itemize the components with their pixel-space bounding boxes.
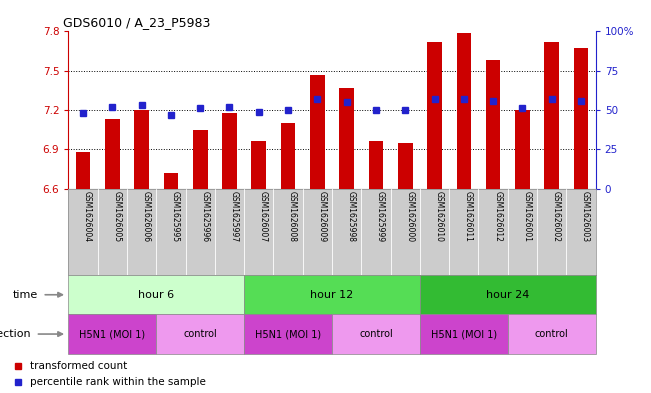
Text: GSM1626004: GSM1626004 <box>83 191 92 242</box>
Text: transformed count: transformed count <box>30 361 127 371</box>
Text: hour 6: hour 6 <box>138 290 174 300</box>
Bar <box>427 42 442 189</box>
Bar <box>68 275 244 314</box>
Text: GDS6010 / A_23_P5983: GDS6010 / A_23_P5983 <box>63 16 210 29</box>
Bar <box>398 143 413 189</box>
Text: GSM1626007: GSM1626007 <box>259 191 268 242</box>
Bar <box>105 119 120 189</box>
Bar <box>515 110 530 189</box>
Bar <box>544 42 559 189</box>
Text: GSM1626008: GSM1626008 <box>288 191 297 242</box>
Text: GSM1626002: GSM1626002 <box>552 191 561 242</box>
Text: GSM1626009: GSM1626009 <box>318 191 326 242</box>
Bar <box>420 275 596 314</box>
Bar <box>222 113 237 189</box>
Text: GSM1626001: GSM1626001 <box>522 191 531 242</box>
Bar <box>68 314 156 354</box>
Bar <box>456 33 471 189</box>
Text: GSM1626006: GSM1626006 <box>142 191 150 242</box>
Text: hour 12: hour 12 <box>311 290 353 300</box>
Bar <box>339 88 354 189</box>
Text: time: time <box>12 290 38 300</box>
Bar <box>163 173 178 189</box>
Bar <box>310 75 325 189</box>
Text: GSM1625996: GSM1625996 <box>201 191 209 242</box>
Bar <box>281 123 296 189</box>
Text: H5N1 (MOI 1): H5N1 (MOI 1) <box>79 329 145 339</box>
Bar <box>134 110 149 189</box>
Bar <box>486 60 501 189</box>
Text: GSM1625998: GSM1625998 <box>347 191 355 242</box>
Text: H5N1 (MOI 1): H5N1 (MOI 1) <box>255 329 321 339</box>
Text: GSM1626005: GSM1626005 <box>112 191 121 242</box>
Bar <box>574 48 589 189</box>
Text: control: control <box>535 329 568 339</box>
Text: control: control <box>184 329 217 339</box>
Text: GSM1626000: GSM1626000 <box>405 191 414 242</box>
Bar <box>251 141 266 189</box>
Text: infection: infection <box>0 329 31 339</box>
Text: H5N1 (MOI 1): H5N1 (MOI 1) <box>431 329 497 339</box>
Bar <box>244 314 332 354</box>
Bar <box>332 314 420 354</box>
Text: GSM1626011: GSM1626011 <box>464 191 473 242</box>
Text: GSM1625995: GSM1625995 <box>171 191 180 242</box>
Bar <box>156 314 244 354</box>
Text: GSM1626003: GSM1626003 <box>581 191 590 242</box>
Bar <box>193 130 208 189</box>
Text: percentile rank within the sample: percentile rank within the sample <box>30 377 206 387</box>
Text: GSM1625999: GSM1625999 <box>376 191 385 242</box>
Text: GSM1626010: GSM1626010 <box>435 191 443 242</box>
Text: GSM1625997: GSM1625997 <box>230 191 238 242</box>
Bar <box>420 314 508 354</box>
Text: control: control <box>359 329 393 339</box>
Bar <box>244 275 420 314</box>
Bar <box>508 314 596 354</box>
Text: GSM1626012: GSM1626012 <box>493 191 502 242</box>
Text: hour 24: hour 24 <box>486 290 529 300</box>
Bar <box>368 141 383 189</box>
Bar <box>76 152 90 189</box>
